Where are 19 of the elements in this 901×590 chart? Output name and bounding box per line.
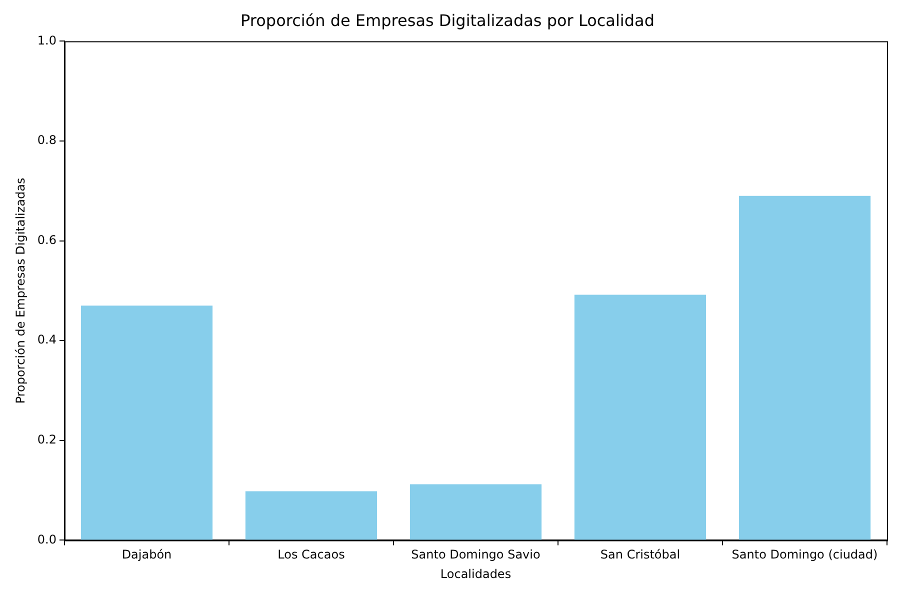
x-tick-label: Santo Domingo (ciudad) — [732, 548, 878, 562]
x-tick-label: San Cristóbal — [600, 548, 680, 562]
x-tick-label: Dajabón — [122, 548, 172, 562]
y-tick-label: 0.8 — [37, 133, 56, 148]
x-axis-title: Localidades — [440, 566, 512, 581]
bar — [410, 484, 542, 540]
x-tick-label: Santo Domingo Savio — [411, 548, 540, 562]
y-tick-label: 0.0 — [37, 532, 56, 546]
chart-title: Proporción de Empresas Digitalizadas por Localidad — [240, 10, 654, 30]
y-tick-label: 1.0 — [37, 33, 56, 48]
y-tick-label: 0.6 — [37, 232, 56, 247]
y-tick-label: 0.4 — [37, 332, 56, 347]
x-tick-label: Los Cacaos — [278, 548, 345, 562]
y-tick-label: 0.2 — [37, 432, 56, 447]
bar — [245, 491, 378, 540]
y-axis-title: Proporción de Empresas Digitalizadas — [13, 178, 28, 404]
bar — [738, 196, 871, 540]
bar — [80, 306, 213, 540]
bar — [574, 294, 706, 540]
